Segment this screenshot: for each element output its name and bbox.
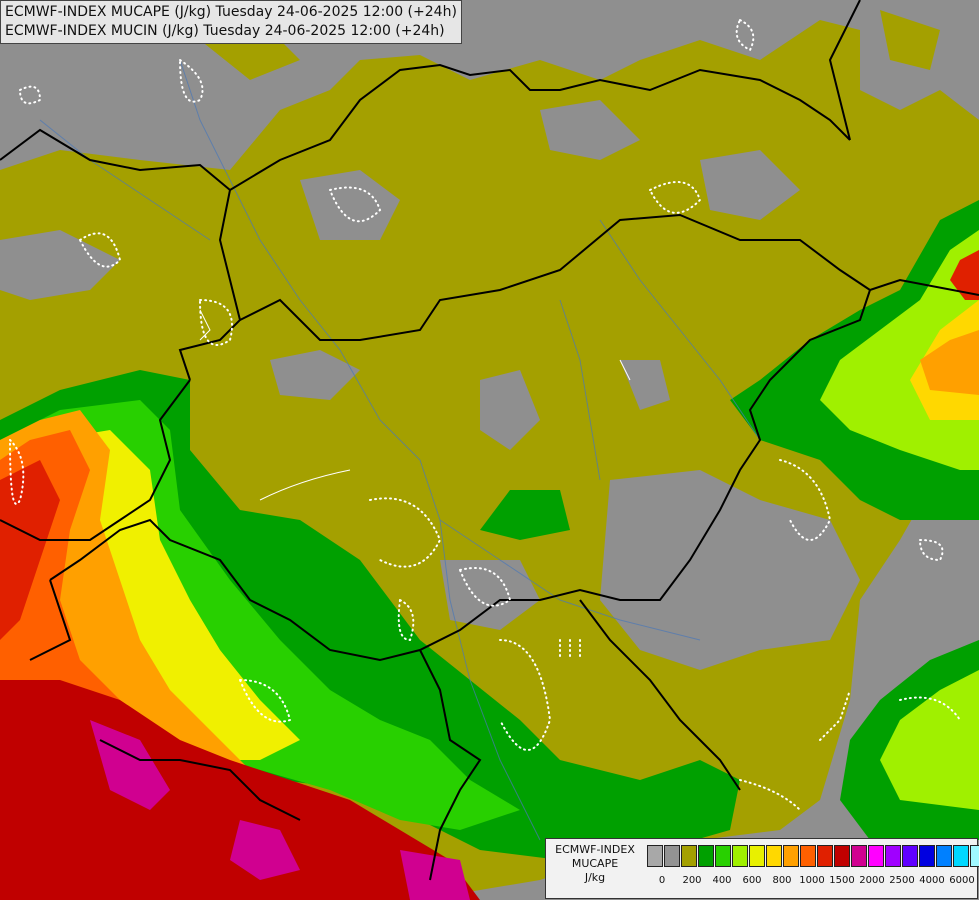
legend-source: ECMWF-INDEX (555, 843, 635, 856)
map-title: ECMWF-INDEX MUCAPE (J/kg) Tuesday 24-06-… (0, 0, 462, 44)
legend-swatch (664, 845, 680, 867)
legend-tick-label: 600 (742, 875, 762, 886)
mucin-solid-contours (199, 309, 631, 501)
region-cape-green-blob (480, 490, 570, 540)
legend-swatch (681, 845, 697, 867)
legend-swatch (970, 845, 979, 867)
legend-swatch (851, 845, 867, 867)
title-mucape: ECMWF-INDEX MUCAPE (J/kg) Tuesday 24-06-… (5, 4, 457, 20)
legend-parameter: MUCAPE (571, 857, 619, 870)
legend-swatch (647, 845, 663, 867)
region-cape-red-east (950, 250, 979, 300)
legend-swatch (732, 845, 748, 867)
legend-swatch (817, 845, 833, 867)
legend-swatch (698, 845, 714, 867)
legend-tick-label: 800 (772, 875, 792, 886)
region-cape-lime-southeast (880, 670, 979, 810)
legend-tick-label: 1500 (829, 875, 855, 886)
legend-tick-label: 4000 (919, 875, 945, 886)
legend-swatches (647, 845, 979, 867)
mucin-contours (9, 19, 961, 811)
legend-swatch (834, 845, 850, 867)
region-cape-red-orange (0, 460, 60, 640)
legend-caption: ECMWF-INDEX MUCAPE J/kg (549, 843, 641, 885)
legend-swatch (783, 845, 799, 867)
region-cape-orange-east (920, 330, 979, 395)
legend-swatch (936, 845, 952, 867)
legend-swatch (902, 845, 918, 867)
region-grey-patches (0, 100, 860, 670)
legend-swatch (800, 845, 816, 867)
legend-tick-label: 200 (682, 875, 702, 886)
legend-swatch (766, 845, 782, 867)
legend-tick-label: 6000 (949, 875, 975, 886)
legend-tick-label: 0 (658, 875, 666, 886)
legend-swatch (885, 845, 901, 867)
country-borders (0, 0, 979, 881)
color-legend: ECMWF-INDEX MUCAPE J/kg 0 200 400 600 800 100… (545, 838, 979, 899)
region-cape-1500-2000 (90, 720, 470, 900)
rivers (39, 59, 761, 841)
legend-tick-label: 1000 (799, 875, 825, 886)
legend-swatch (715, 845, 731, 867)
legend-swatch (919, 845, 935, 867)
legend-swatch (953, 845, 969, 867)
legend-swatch (868, 845, 884, 867)
legend-tick-label: 2000 (859, 875, 885, 886)
legend-swatch (749, 845, 765, 867)
title-mucin: ECMWF-INDEX MUCIN (J/kg) Tuesday 24-06-2… (5, 23, 445, 39)
legend-tick-label: 400 (712, 875, 732, 886)
legend-tick-label: 2500 (889, 875, 915, 886)
legend-unit: J/kg (584, 871, 606, 884)
